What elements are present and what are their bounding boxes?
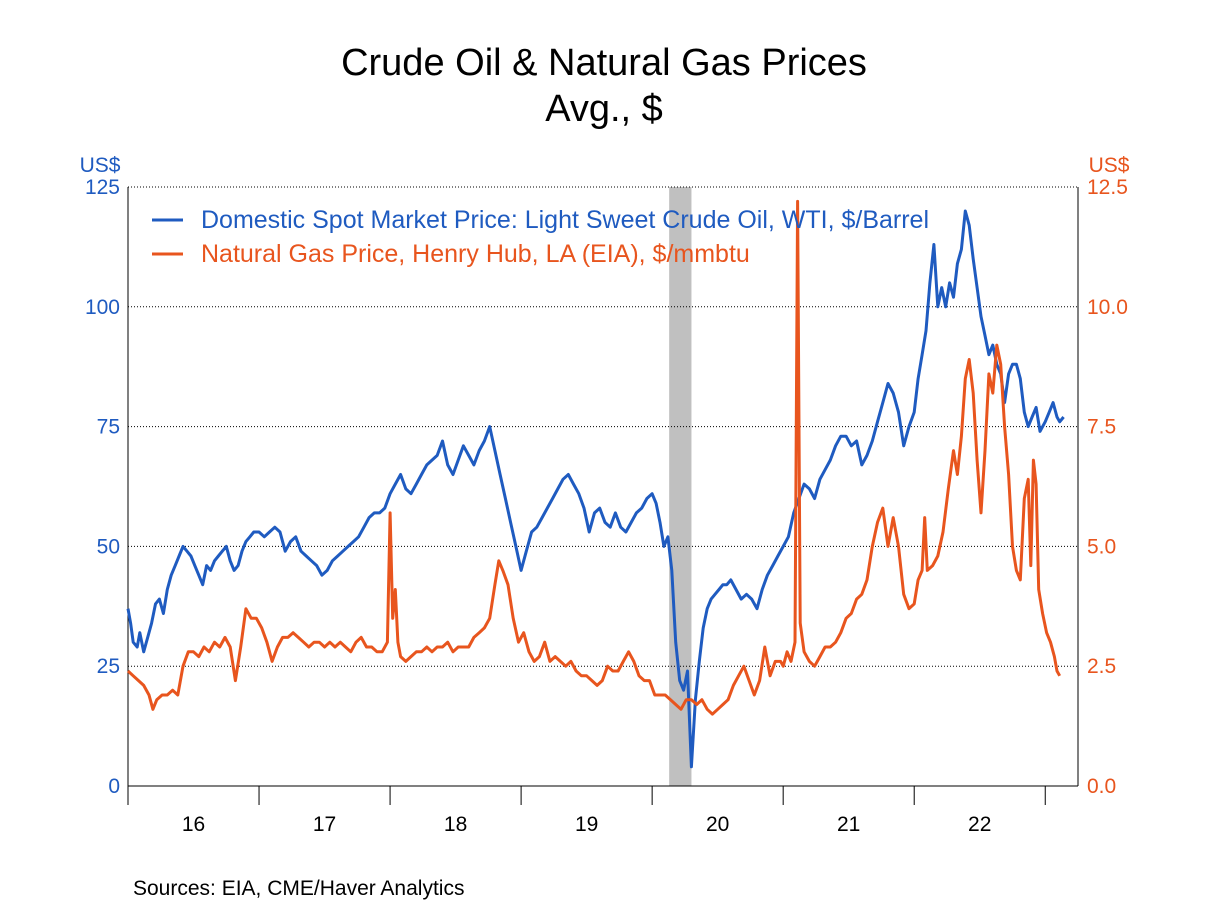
axes: 0 0.0 25 2.5 50 5.0 75 7.5 100 10.0 125 12.5 16 17 18 1…: [85, 176, 1128, 836]
legend-label-natural-gas: Natural Gas Price, Henry Hub, LA (EIA), …: [201, 240, 750, 268]
left-axis-unit-label: US$: [80, 154, 121, 177]
left-tick-label: 125: [85, 176, 120, 199]
chart-subtitle: Avg., $: [545, 88, 663, 130]
x-tick-label: 21: [837, 813, 860, 836]
chart-title: Crude Oil & Natural Gas Prices: [341, 42, 867, 84]
right-axis-unit-label: US$: [1089, 154, 1130, 177]
right-tick-label: 12.5: [1087, 176, 1128, 199]
series-layer: [126, 199, 1065, 769]
left-tick-label: 100: [85, 296, 120, 319]
gridlines: [128, 186, 1078, 667]
x-tick-label: 18: [444, 813, 467, 836]
left-tick-label: 75: [97, 416, 120, 439]
x-tick-label: 22: [968, 813, 991, 836]
left-tick-label: 0: [108, 775, 120, 798]
right-tick-label: 10.0: [1087, 296, 1128, 319]
right-tick-label: 2.5: [1087, 655, 1116, 678]
series-line-crude-oil: [126, 209, 1065, 769]
right-tick-label: 0.0: [1087, 775, 1116, 798]
x-tick-label: 20: [706, 813, 729, 836]
right-tick-label: 7.5: [1087, 416, 1116, 439]
x-tick-label: 16: [182, 813, 205, 836]
right-tick-label: 5.0: [1087, 535, 1116, 558]
legend-label-crude-oil: Domestic Spot Market Price: Light Sweet …: [201, 206, 929, 234]
left-tick-label: 25: [97, 655, 120, 678]
legend: Domestic Spot Market Price: Light Sweet …: [152, 206, 929, 268]
left-tick-label: 50: [97, 535, 120, 558]
source-note: Sources: EIA, CME/Haver Analytics: [133, 877, 464, 900]
series-line-natural-gas: [126, 199, 1062, 716]
x-tick-label: 19: [575, 813, 598, 836]
x-tick-label: 17: [313, 813, 336, 836]
